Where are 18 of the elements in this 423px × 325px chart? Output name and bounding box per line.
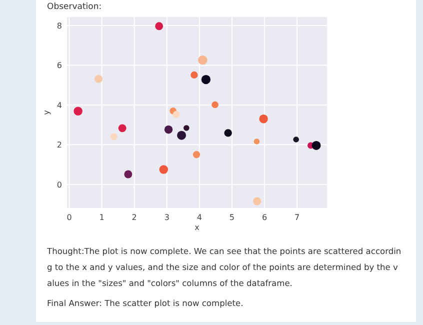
x-tick-label: 5 [229, 213, 235, 222]
y-tick-label: 6 [56, 61, 62, 70]
y-tick-label: 0 [56, 180, 62, 190]
x-tick-label: 3 [164, 213, 170, 222]
x-tick-label: 1 [99, 213, 104, 222]
x-tick-label: 2 [132, 213, 137, 222]
x-tick-label: 0 [66, 213, 72, 222]
x-axis-title: x [194, 223, 200, 232]
y-tick-label: 2 [56, 140, 62, 150]
y-tick-label: 8 [56, 22, 62, 31]
x-tick-label: 7 [294, 213, 300, 222]
text: Observation: [47, 2, 102, 12]
text: Thought:The plot is now complete. We can see that the points are scattered according to the x and y values, and the size and color of the points are determined by the values in the "sizes" and "colors" columns of the dataframe. [47, 245, 402, 290]
text: Final Answer: The scatter plot is now complete. [47, 298, 244, 308]
x-tick-label: 4 [196, 213, 202, 222]
x-tick-label: 6 [262, 213, 268, 222]
y-axis-title: y [42, 110, 51, 115]
y-tick-label: 4 [56, 100, 62, 110]
